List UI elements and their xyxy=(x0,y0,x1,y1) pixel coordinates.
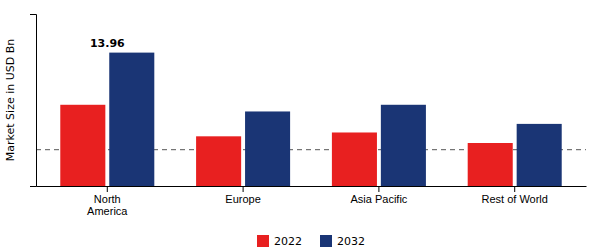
x-tick-mark xyxy=(514,186,515,192)
x-tick-label: NorthAmerica xyxy=(87,193,128,218)
x-tick-label: Rest of World xyxy=(481,193,547,205)
x-tick-label-line: Asia Pacific xyxy=(350,193,407,205)
bar xyxy=(196,136,241,186)
legend: 2022 2032 xyxy=(257,235,365,248)
bar xyxy=(60,105,105,186)
x-axis: NorthAmerica Europe Asia Pacific Rest of Wo… xyxy=(37,186,587,217)
chart: NorthAmerica Europe Asia Pacific Rest of Wo… xyxy=(0,0,598,252)
x-tick-label-line: Rest of World xyxy=(481,193,547,205)
x-tick-label-line: Europe xyxy=(225,193,260,205)
x-tick-label: Europe xyxy=(225,193,260,205)
y-axis-title: Market Size in USD Bn xyxy=(4,39,17,161)
x-tick-mark xyxy=(107,186,108,192)
plot: NorthAmerica Europe Asia Pacific Rest of Wo… xyxy=(30,15,587,218)
legend-swatch xyxy=(257,235,269,247)
x-tick-mark xyxy=(243,186,244,192)
y-axis-line xyxy=(30,15,37,187)
bar xyxy=(517,124,562,186)
x-tick: Rest of World xyxy=(481,186,547,205)
x-axis-line xyxy=(37,186,587,187)
legend-item: 2032 xyxy=(320,235,365,248)
x-tick: NorthAmerica xyxy=(87,186,128,217)
x-tick: Europe xyxy=(225,186,260,205)
annotation: 13.96 xyxy=(90,37,125,50)
legend-label: 2022 xyxy=(274,235,302,248)
legend-item: 2022 xyxy=(257,235,302,248)
bar-series xyxy=(109,53,561,186)
legend-swatch xyxy=(320,235,332,247)
marks xyxy=(36,53,586,186)
bar xyxy=(109,53,154,186)
bar xyxy=(332,132,377,186)
y-axis xyxy=(30,15,37,187)
legend-label: 2032 xyxy=(337,235,365,248)
x-tick: Asia Pacific xyxy=(350,186,407,205)
x-tick-label: Asia Pacific xyxy=(350,193,407,205)
x-tick-label-line: America xyxy=(87,205,128,217)
bar xyxy=(381,105,426,186)
bar xyxy=(468,143,513,186)
x-tick-label-line: North xyxy=(94,193,121,205)
bar xyxy=(245,111,290,186)
x-tick-mark xyxy=(378,186,379,192)
